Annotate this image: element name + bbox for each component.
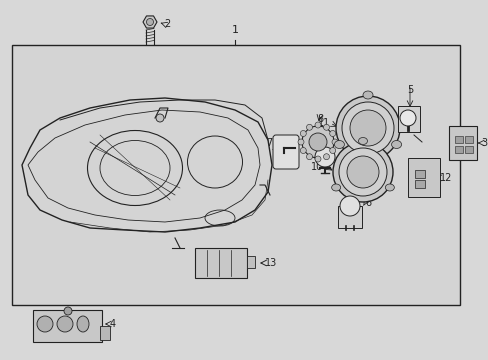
Circle shape: [308, 133, 326, 151]
Circle shape: [346, 156, 378, 188]
FancyBboxPatch shape: [407, 158, 439, 197]
Ellipse shape: [331, 184, 340, 191]
Ellipse shape: [358, 138, 367, 144]
Text: 9: 9: [316, 140, 323, 150]
Bar: [414, 180, 424, 188]
Bar: [464, 146, 472, 153]
Bar: [454, 146, 462, 153]
Circle shape: [341, 102, 393, 154]
Circle shape: [399, 110, 415, 126]
Bar: [100, 326, 110, 340]
Text: 6: 6: [364, 198, 370, 208]
Circle shape: [64, 307, 72, 315]
Circle shape: [329, 131, 335, 136]
Circle shape: [302, 126, 333, 158]
Circle shape: [349, 110, 385, 146]
Bar: [12, 45, 459, 305]
Text: 12: 12: [439, 173, 451, 183]
Circle shape: [339, 196, 359, 216]
FancyBboxPatch shape: [337, 206, 361, 228]
Text: 10: 10: [310, 162, 323, 172]
Text: 2: 2: [163, 19, 170, 29]
Circle shape: [335, 96, 399, 160]
Text: 5: 5: [406, 85, 412, 95]
Circle shape: [323, 124, 329, 130]
Ellipse shape: [391, 140, 401, 149]
Text: 7: 7: [265, 138, 271, 148]
Text: 1: 1: [231, 25, 238, 35]
Circle shape: [338, 148, 386, 196]
FancyBboxPatch shape: [397, 106, 419, 132]
Circle shape: [146, 18, 153, 26]
Bar: [195, 248, 246, 278]
Bar: [414, 170, 424, 178]
Ellipse shape: [77, 316, 89, 332]
Circle shape: [314, 122, 320, 128]
Circle shape: [314, 147, 334, 167]
Ellipse shape: [385, 184, 393, 191]
Bar: [454, 136, 462, 143]
Circle shape: [156, 114, 163, 122]
Ellipse shape: [334, 140, 344, 149]
Circle shape: [300, 148, 305, 153]
Bar: [464, 136, 472, 143]
FancyBboxPatch shape: [33, 310, 102, 342]
Circle shape: [332, 142, 392, 202]
Circle shape: [300, 131, 305, 136]
Circle shape: [306, 124, 312, 130]
Text: 4: 4: [110, 319, 116, 329]
Circle shape: [323, 154, 329, 160]
Polygon shape: [142, 16, 157, 28]
FancyBboxPatch shape: [272, 135, 298, 169]
FancyBboxPatch shape: [448, 126, 476, 160]
Circle shape: [329, 148, 335, 153]
Circle shape: [331, 139, 337, 145]
Bar: [246, 256, 254, 268]
Text: 8: 8: [316, 114, 323, 124]
Text: 13: 13: [264, 258, 277, 268]
Circle shape: [306, 154, 312, 160]
Ellipse shape: [57, 316, 73, 332]
Circle shape: [314, 156, 320, 162]
Text: 11: 11: [317, 118, 329, 128]
Circle shape: [297, 139, 304, 145]
Ellipse shape: [362, 91, 372, 99]
Ellipse shape: [37, 316, 53, 332]
Text: 3: 3: [480, 138, 486, 148]
